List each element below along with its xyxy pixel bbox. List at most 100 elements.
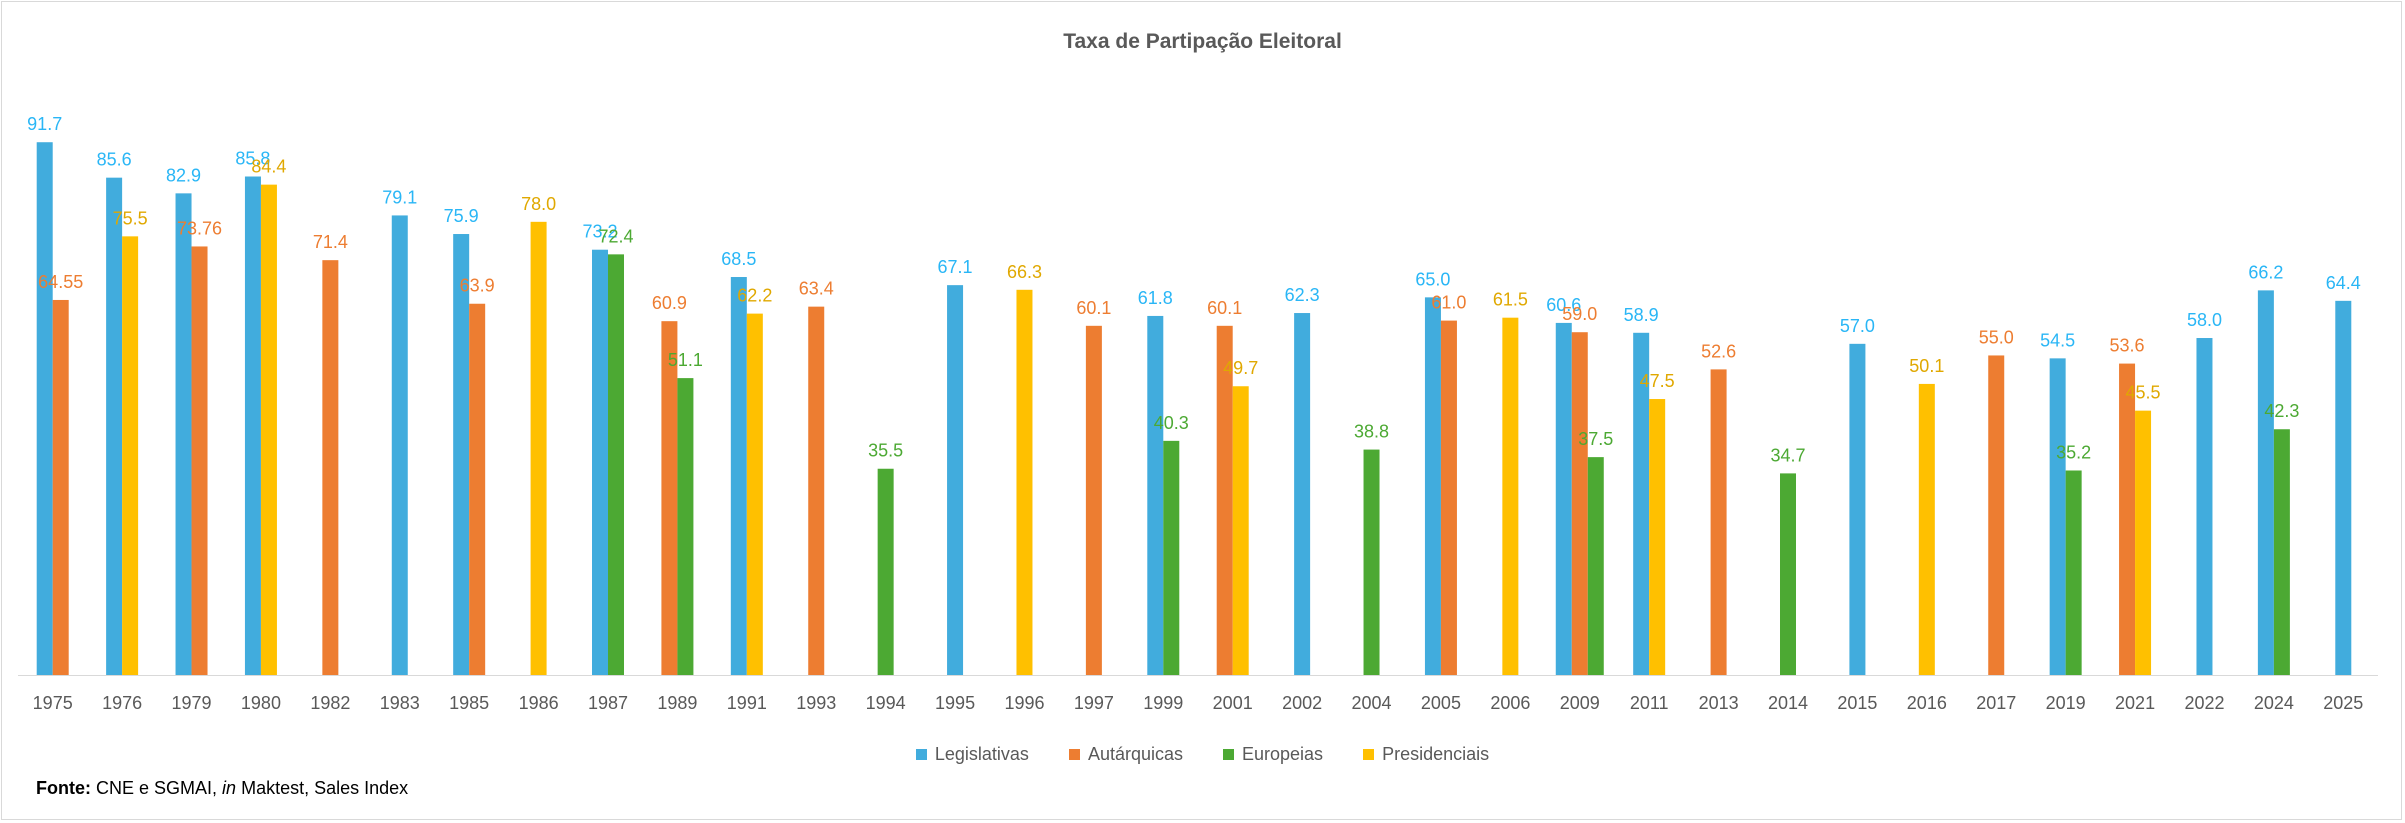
data-label: 40.3	[1154, 413, 1189, 433]
x-tick-label: 2015	[1837, 693, 1877, 713]
source-text: CNE e SGMAI,	[96, 778, 218, 798]
data-label: 63.9	[460, 276, 495, 296]
data-label: 55.0	[1979, 327, 2014, 347]
x-tick-label: 1982	[310, 693, 350, 713]
data-label: 58.9	[1624, 305, 1659, 325]
data-label: 62.3	[1285, 285, 1320, 305]
data-label: 72.4	[598, 226, 633, 246]
legend-item-presidenciais: Presidenciais	[1363, 744, 1489, 765]
data-label: 57.0	[1840, 316, 1875, 336]
legend: Legislativas Autárquicas Europeias Presiden…	[0, 744, 2405, 765]
data-label: 66.3	[1007, 262, 1042, 282]
bar-europeias-2019	[2065, 470, 2082, 675]
data-label: 62.2	[737, 286, 772, 306]
source-emphasis: in	[222, 778, 237, 798]
bar-presidenciais-2006	[1502, 317, 1519, 675]
bar-presidenciais-2016	[1918, 383, 1935, 675]
bar-autárquicas-1982	[322, 260, 339, 675]
legend-item-legislativas: Legislativas	[915, 744, 1029, 765]
bar-europeias-2024	[2273, 429, 2290, 675]
data-label: 64.55	[38, 272, 83, 292]
data-label: 45.5	[2126, 383, 2161, 403]
data-label: 60.1	[1076, 298, 1111, 318]
data-label: 49.7	[1223, 358, 1258, 378]
data-label: 71.4	[313, 232, 348, 252]
x-tick-label: 2002	[1282, 693, 1322, 713]
bar-legislativas-2024	[2257, 290, 2274, 675]
bar-europeias-1987	[608, 254, 624, 675]
bar-presidenciais-2021	[2135, 410, 2152, 675]
data-label: 59.0	[1562, 304, 1597, 324]
x-tick-label: 2011	[1630, 693, 1669, 713]
data-label: 85.8	[235, 149, 270, 169]
bar-legislativas-1979	[175, 193, 192, 675]
x-tick-label: 1975	[33, 693, 73, 713]
x-tick-label: 2005	[1421, 693, 1461, 713]
x-tick-label: 2021	[2115, 693, 2155, 713]
bar-autárquicas-2013	[1710, 369, 1727, 675]
source-note: Fonte: CNE e SGMAI, in Maktest, Sales In…	[36, 778, 408, 799]
x-tick-label: 1980	[241, 693, 281, 713]
data-label: 78.0	[521, 194, 556, 214]
bar-legislativas-2025	[2335, 300, 2352, 675]
x-tick-label: 1976	[102, 693, 142, 713]
x-tick-label: 1993	[796, 693, 836, 713]
bar-autárquicas-1985	[469, 303, 486, 675]
legend-item-europeias: Europeias	[1223, 744, 1323, 765]
x-tick-label: 2016	[1907, 693, 1947, 713]
bar-autárquicas-2017	[1988, 355, 2005, 675]
legend-label: Legislativas	[934, 744, 1029, 764]
x-tick-label: 2024	[2254, 693, 2294, 713]
data-label: 64.4	[2326, 273, 2361, 293]
data-label: 52.6	[1701, 341, 1736, 361]
data-label: 53.6	[2110, 336, 2145, 356]
bar-legislativas-2009	[1555, 322, 1572, 675]
data-label: 60.1	[1207, 298, 1242, 318]
bar-presidenciais-1980	[260, 184, 277, 676]
bar-legislativas-2011	[1633, 332, 1650, 675]
data-label: 73.2	[582, 222, 617, 242]
data-label: 82.9	[166, 165, 201, 185]
legend-swatch	[915, 749, 927, 760]
bar-presidenciais-1976	[122, 236, 139, 675]
data-label: 73.76	[177, 218, 222, 238]
data-label: 47.5	[1640, 371, 1675, 391]
bar-legislativas-1999	[1147, 315, 1164, 675]
data-label: 35.2	[2056, 442, 2091, 462]
x-tick-label: 2006	[1490, 693, 1530, 713]
bar-europeias-2009	[1587, 457, 1604, 675]
data-label: 63.4	[799, 279, 834, 299]
legend-label: Europeias	[1242, 744, 1324, 764]
data-label: 61.8	[1138, 288, 1173, 308]
bar-legislativas-1985	[453, 234, 470, 675]
bar-legislativas-1975	[36, 142, 53, 675]
x-tick-label: 2019	[2046, 693, 2086, 713]
bar-europeias-1994	[877, 468, 894, 675]
bar-legislativas-2022	[2196, 338, 2213, 675]
x-tick-label: 1985	[449, 693, 489, 713]
bar-legislativas-1983	[391, 215, 408, 675]
source-label: Fonte:	[36, 778, 91, 798]
legend-label: Autárquicas	[1087, 744, 1183, 764]
x-tick-label: 2001	[1213, 693, 1253, 713]
legend-swatch	[1068, 749, 1080, 760]
bar-legislativas-2005	[1424, 297, 1441, 675]
data-label: 68.5	[721, 249, 756, 269]
bar-europeias-1999	[1163, 440, 1180, 675]
bar-presidenciais-1996	[1016, 289, 1033, 675]
x-tick-label: 1979	[172, 693, 212, 713]
data-label: 75.9	[444, 206, 479, 226]
data-label: 60.6	[1546, 295, 1581, 315]
bar-europeias-2014	[1780, 473, 1796, 675]
x-tick-label: 1991	[727, 693, 767, 713]
x-tick-label: 2017	[1976, 693, 2016, 713]
x-tick-label: 1987	[588, 693, 628, 713]
x-tick-label: 1999	[1143, 693, 1183, 713]
data-label: 85.6	[97, 150, 132, 170]
x-tick-label: 1997	[1074, 693, 1114, 713]
data-label: 51.1	[668, 350, 703, 370]
data-label: 35.5	[868, 441, 903, 461]
x-tick-label: 2009	[1560, 693, 1600, 713]
bar-autárquicas-1989	[661, 321, 678, 675]
